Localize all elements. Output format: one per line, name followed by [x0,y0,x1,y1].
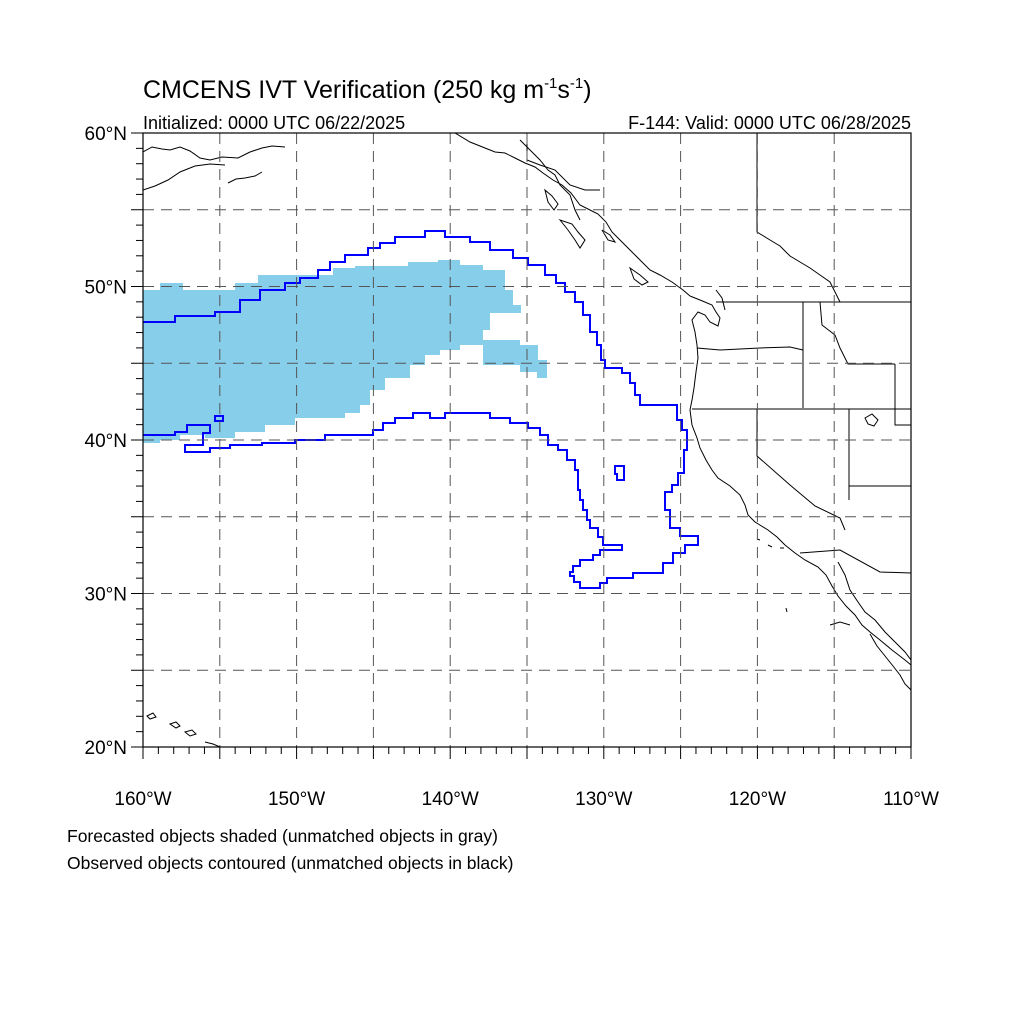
coastline-hawaii [146,712,221,747]
coastline-pacific-northwest [689,289,911,666]
figure-title: CMCENS IVT Verification (250 kg m-1s-1) [143,75,592,104]
lon-label: 140°W [422,789,479,810]
great-salt-lake [864,413,879,427]
border-alaska-canada [526,133,600,191]
lon-label: 120°W [729,789,786,810]
political-borders [526,133,911,574]
map-area [143,133,911,747]
border-utah-idaho [819,301,895,365]
coastline-baja-california [829,561,911,691]
lon-label: 160°W [114,789,171,810]
island-channel [756,538,788,613]
graticule [143,133,911,747]
lon-label: 150°W [268,789,325,810]
border-washington-oregon [696,346,804,351]
forecast-ivt-object [143,260,547,443]
lat-label: 50°N [85,278,127,299]
caption-observed: Observed objects contoured (unmatched ob… [67,853,514,873]
axis-ticks [131,132,912,759]
longitude-labels: 160°W 150°W 140°W 130°W 120°W 110°W [114,789,939,810]
lat-label: 20°N [85,738,127,759]
initialized-time: Initialized: 0000 UTC 06/22/2025 [143,113,405,133]
coastline-alaska-southeast [454,133,691,297]
border-california-nevada [756,409,846,531]
caption-forecast: Forecasted objects shaded (unmatched obj… [67,826,498,846]
latitude-labels: 60°N 50°N 40°N 30°N 20°N [85,124,127,759]
observed-ivt-contour-blob [614,465,625,481]
lat-label: 60°N [85,124,127,145]
valid-time: F-144: Valid: 0000 UTC 06/28/2025 [628,113,911,133]
lon-label: 130°W [575,789,632,810]
border-bc-alberta [756,133,841,303]
lat-label: 40°N [85,431,127,452]
border-us-mexico [799,549,911,574]
observed-ivt-contour-small-loop [214,415,224,422]
observed-ivt-contour-north [143,230,699,589]
coastline-alaska-southwest [143,145,286,191]
border-wyoming [894,364,911,426]
coastlines [143,133,911,747]
lat-label: 30°N [85,585,127,606]
lon-label: 110°W [883,789,939,810]
